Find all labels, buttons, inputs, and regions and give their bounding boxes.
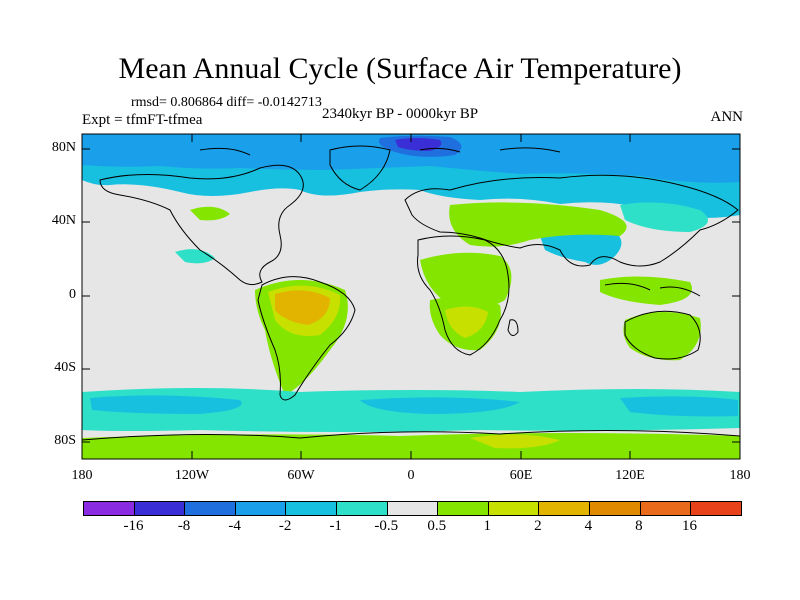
period-label: 2340kyr BP - 0000kyr BP	[322, 106, 479, 122]
asia-cooling-patch	[540, 226, 622, 265]
antarctic-warm-patch	[470, 434, 560, 449]
coast-indonesia	[604, 282, 701, 297]
antarctic-warming	[82, 433, 740, 459]
lat-ticks	[82, 148, 740, 443]
colorbar-box-4	[235, 502, 287, 515]
colorbar-box-5	[286, 502, 338, 515]
colorbar-box-7	[387, 502, 439, 515]
lon-label-60e: 60E	[509, 468, 533, 483]
colorbar-box-1	[84, 502, 135, 515]
southern-ocean-cool-far	[620, 396, 738, 417]
colorbar-box-8	[438, 502, 489, 515]
lon-label-0: 0	[407, 468, 415, 483]
colorbar-label-5: -1	[329, 518, 342, 534]
lon-label-180-west: 180	[71, 468, 93, 483]
lat-label-80s: 80S	[54, 433, 76, 448]
colorbar-box-6	[337, 502, 388, 515]
map-plot-area	[82, 134, 740, 459]
colorbar-label-9: 2	[534, 518, 542, 534]
colorbar-box-11	[590, 502, 641, 515]
colorbar-label-7: 0.5	[427, 518, 447, 534]
coast-africa	[417, 235, 510, 356]
lat-label-0: 0	[69, 287, 76, 302]
season-label: ANN	[710, 109, 744, 125]
colorbar-label-2: -8	[177, 518, 191, 534]
north-africa-warming	[420, 252, 512, 309]
colorbar-label-11: 8	[635, 518, 643, 534]
lat-label-80n: 80N	[51, 140, 76, 155]
eurasia-warming	[449, 202, 627, 247]
coastlines	[82, 145, 740, 441]
pacific-cooling-patch	[620, 202, 708, 232]
lon-label-180-east: 180	[729, 468, 751, 483]
lon-label-120w: 120W	[174, 468, 210, 483]
africa-warm-core	[445, 306, 488, 338]
coast-australia	[624, 310, 701, 360]
colorbar-box-9	[488, 502, 540, 515]
map-title: Mean Annual Cycle (Surface Air Temperatu…	[118, 52, 682, 85]
australia-warming	[623, 311, 701, 361]
lon-label-60w: 60W	[287, 468, 315, 483]
coast-north-america	[99, 164, 304, 286]
colorbar-box-3	[185, 502, 236, 515]
colorbar-box-13	[691, 502, 741, 515]
colorbar-label-12: 16	[681, 518, 697, 534]
amazon-warm-core	[275, 290, 330, 325]
lat-label-40n: 40N	[51, 213, 76, 228]
north-america-warming	[190, 206, 230, 221]
colorbar-box-2	[134, 502, 186, 515]
southern-ocean-cool-east	[360, 397, 520, 414]
rmsd-stats: rmsd= 0.806864 diff= -0.0142713	[131, 95, 322, 110]
coast-arctic-islands	[199, 147, 561, 156]
coast-greenland	[329, 145, 391, 191]
colorbar	[83, 501, 742, 516]
colorbar-label-6: -0.5	[374, 518, 399, 534]
colorbar-label-8: 1	[483, 518, 492, 534]
colorbar-box-10	[539, 502, 591, 515]
arctic-cold-region	[82, 134, 740, 183]
coast-madagascar	[507, 319, 519, 336]
lon-label-120e: 120E	[615, 468, 645, 483]
arctic-coldest-region	[395, 138, 442, 151]
colorbar-label-1: -16	[123, 518, 144, 534]
colorbar-label-10: 4	[584, 518, 593, 534]
colorbar-label-3: -4	[228, 518, 241, 534]
lat-label-40s: 40S	[54, 360, 76, 375]
colorbar-label-4: -2	[278, 518, 292, 534]
coast-south-america	[257, 276, 356, 401]
colorbar-box-12	[640, 502, 692, 515]
lon-ticks	[191, 134, 631, 459]
southern-ocean-cool	[90, 395, 242, 414]
coast-antarctica	[82, 429, 740, 441]
experiment-label: Expt = tfmFT-tfmea	[82, 112, 203, 128]
